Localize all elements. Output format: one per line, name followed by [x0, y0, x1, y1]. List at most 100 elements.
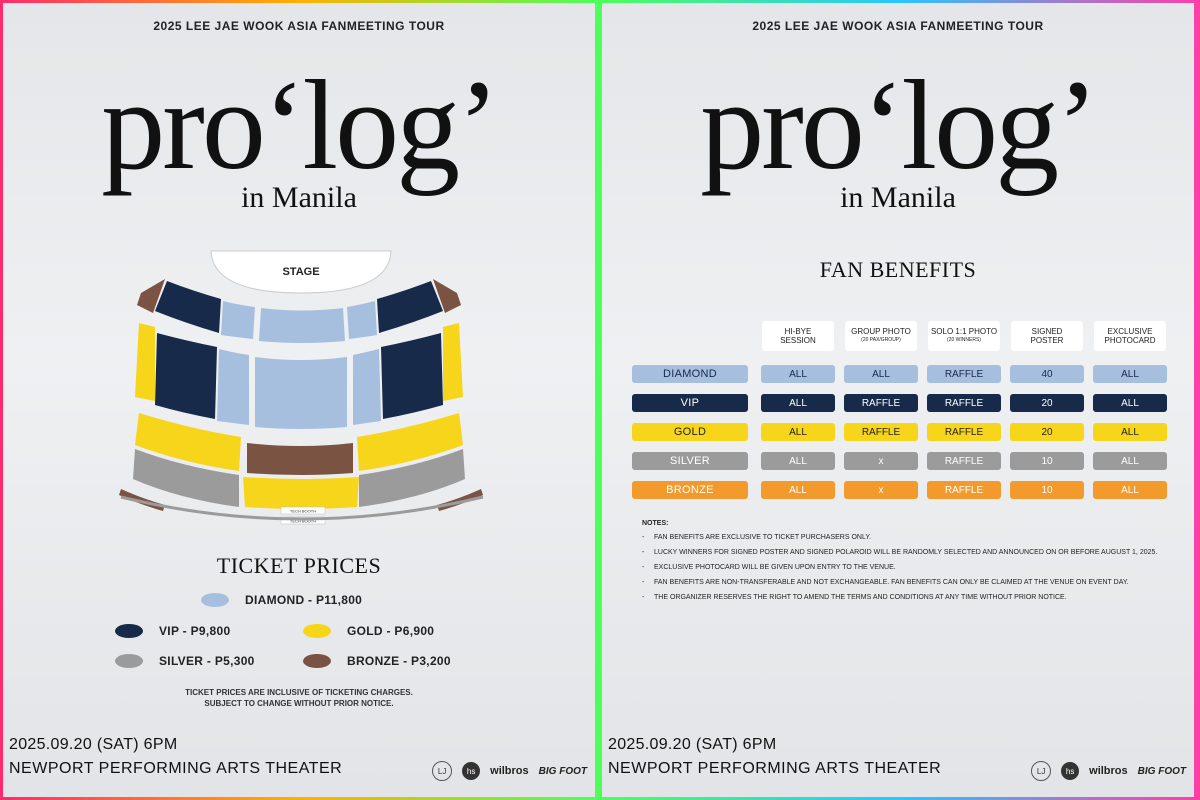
fan-benefits-title: FAN BENEFITS: [819, 257, 977, 282]
ticket-prices-title: TICKET PRICES: [216, 553, 382, 578]
seat-section-diamond: [217, 349, 249, 425]
ticket-prices-poster: 2025 LEE JAE WOOK ASIA FANMEETING TOUR p…: [3, 3, 595, 797]
seat-section-vip: [155, 333, 217, 419]
event-date: 2025.09.20 (SAT) 6PM: [9, 736, 178, 753]
logo-hs-icon: hs: [1061, 762, 1080, 780]
header-line: PHOTOCARD: [1104, 336, 1156, 345]
benefit-cell: ALL: [1093, 452, 1167, 470]
legend-label-vip: VIP - P9,800: [159, 624, 231, 638]
benefit-cell: RAFFLE: [844, 423, 918, 441]
benefit-header-group-photo: GROUP PHOTO (20 PAX/GROUP): [845, 321, 917, 351]
legend-dot-gold: [303, 624, 331, 638]
sponsor-logos: LJ hs wilbros BIG FOOT: [1031, 761, 1186, 781]
seat-section-vip: [155, 281, 221, 333]
benefit-cell: ALL: [761, 394, 835, 412]
benefit-cell: 10: [1010, 452, 1084, 470]
benefit-cell: ALL: [761, 481, 835, 499]
note-item: FAN BENEFITS ARE NON-TRANSFERABLE AND NO…: [642, 577, 1162, 588]
benefit-cell: RAFFLE: [844, 394, 918, 412]
header-line: POSTER: [1030, 336, 1064, 345]
seat-section-bronze: [433, 279, 461, 313]
seat-section-bronze: [119, 489, 165, 511]
event-subtitle: in Manila: [241, 181, 357, 214]
seat-section-gold: [243, 477, 359, 509]
event-title: pro‘log’: [101, 54, 499, 196]
header-line: HI-BYE: [784, 327, 812, 336]
benefit-cell: x: [844, 481, 918, 499]
legend-dot-diamond: [201, 593, 229, 607]
benefit-cell: ALL: [761, 452, 835, 470]
benefit-cell: 20: [1010, 423, 1084, 441]
note-item: LUCKY WINNERS FOR SIGNED POSTER AND SIGN…: [642, 547, 1162, 558]
header-line: SESSION: [780, 336, 816, 345]
benefit-header-signed-poster: SIGNED POSTER: [1011, 321, 1083, 351]
seat-section-diamond: [221, 301, 255, 339]
seat-section-gold: [135, 413, 241, 471]
header-line: SOLO 1:1 PHOTO: [930, 327, 998, 336]
seat-section-diamond: [255, 357, 347, 429]
floor-line: [120, 495, 484, 521]
legend-dot-silver: [115, 654, 143, 668]
tech-booth-label-1: TECH BOOTH: [290, 509, 316, 514]
benefit-header-photocard: EXCLUSIVE PHOTOCARD: [1094, 321, 1166, 351]
header-line: GROUP PHOTO: [851, 327, 911, 336]
benefit-cell: RAFFLE: [927, 481, 1001, 499]
benefit-cell: ALL: [1093, 365, 1167, 383]
sponsor-logos: LJ hs wilbros BIG FOOT: [432, 761, 587, 781]
stage-shape: [210, 250, 392, 294]
event-venue: NEWPORT PERFORMING ARTS THEATER: [608, 760, 942, 777]
legend-diamond: DIAMOND - P11,800: [201, 593, 362, 607]
logo-wilbros: wilbros: [1089, 765, 1128, 777]
header-line: SIGNED: [1031, 327, 1063, 336]
note-item: EXCLUSIVE PHOTOCARD WILL BE GIVEN UPON E…: [642, 562, 1162, 573]
tour-title: 2025 LEE JAE WOOK ASIA FANMEETING TOUR: [752, 19, 1044, 33]
logo-lj-icon: LJ: [432, 761, 453, 781]
ticket-note-2: SUBJECT TO CHANGE WITHOUT PRIOR NOTICE.: [204, 699, 394, 708]
header-sub: (20 WINNERS): [947, 337, 981, 343]
seat-section-silver: [133, 449, 239, 507]
tech-booth-1: [280, 506, 326, 515]
benefit-cell: RAFFLE: [927, 394, 1001, 412]
benefit-notes: NOTES: FAN BENEFITS ARE EXCLUSIVE TO TIC…: [642, 518, 1162, 607]
fan-benefits-poster: 2025 LEE JAE WOOK ASIA FANMEETING TOUR p…: [602, 3, 1194, 797]
event-date: 2025.09.20 (SAT) 6PM: [608, 736, 777, 753]
benefit-cell: RAFFLE: [927, 423, 1001, 441]
benefit-cell: ALL: [761, 365, 835, 383]
legend-bronze: BRONZE - P3,200: [303, 654, 451, 668]
legend-label-silver: SILVER - P5,300: [159, 654, 255, 668]
seat-section-gold: [357, 413, 463, 471]
seat-section-bronze: [137, 279, 165, 313]
notes-title: NOTES:: [642, 520, 669, 527]
benefit-cell: ALL: [1093, 423, 1167, 441]
benefit-cell: RAFFLE: [927, 452, 1001, 470]
tour-title: 2025 LEE JAE WOOK ASIA FANMEETING TOUR: [153, 19, 445, 33]
tier-vip: VIP: [632, 394, 748, 412]
seat-section-vip: [377, 281, 443, 333]
tech-booth-label-2: TECH BOOTH: [290, 519, 316, 524]
legend-label-gold: GOLD - P6,900: [347, 624, 435, 638]
ticket-note-1: TICKET PRICES ARE INCLUSIVE OF TICKETING…: [185, 688, 413, 697]
benefit-cell: 40: [1010, 365, 1084, 383]
note-item: FAN BENEFITS ARE EXCLUSIVE TO TICKET PUR…: [642, 532, 1162, 543]
legend-label-diamond: DIAMOND - P11,800: [245, 593, 363, 607]
tier-gold: GOLD: [632, 423, 748, 441]
logo-lj-icon: LJ: [1031, 761, 1052, 781]
benefit-cell: ALL: [761, 423, 835, 441]
tier-diamond: DIAMOND: [632, 365, 748, 383]
seat-section-gold: [135, 323, 155, 401]
benefit-cell: x: [844, 452, 918, 470]
legend-gold: GOLD - P6,900: [303, 624, 434, 638]
seat-section-bronze: [247, 443, 353, 475]
benefit-header-hi-bye: HI-BYE SESSION: [762, 321, 834, 351]
benefit-header-solo-photo: SOLO 1:1 PHOTO (20 WINNERS): [928, 321, 1000, 351]
benefit-cell: 10: [1010, 481, 1084, 499]
benefit-cell: ALL: [1093, 394, 1167, 412]
header-sub: (20 PAX/GROUP): [861, 337, 901, 343]
legend-dot-vip: [115, 624, 143, 638]
logo-hs-icon: hs: [462, 762, 481, 780]
logo-bigfoot: BIG FOOT: [538, 765, 587, 777]
logo-wilbros: wilbros: [490, 765, 529, 777]
benefit-cell: 20: [1010, 394, 1084, 412]
tier-bronze: BRONZE: [632, 481, 748, 499]
legend-vip: VIP - P9,800: [115, 624, 230, 638]
